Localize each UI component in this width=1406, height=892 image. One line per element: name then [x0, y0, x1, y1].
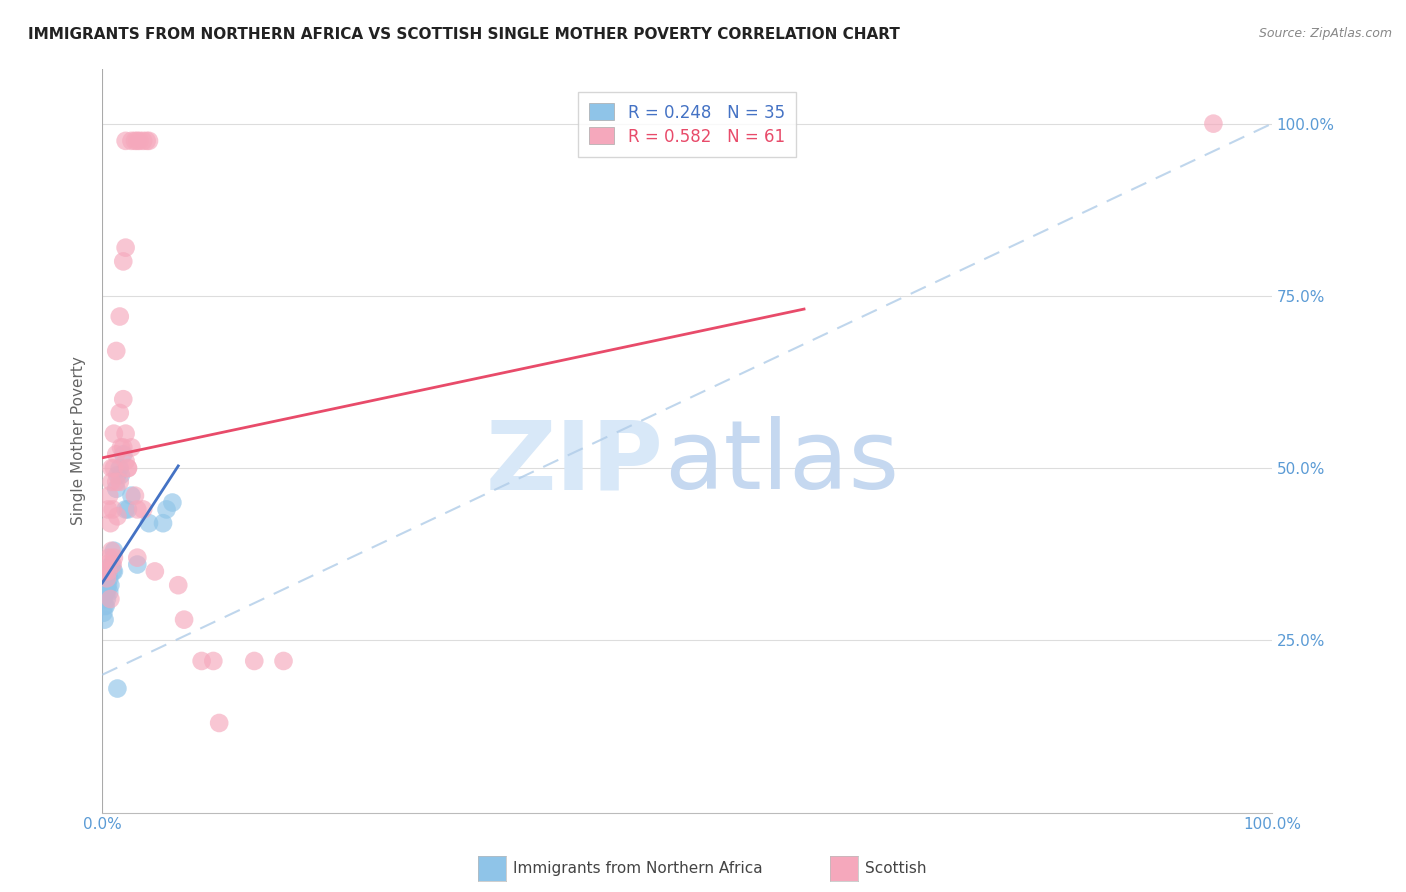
- Point: [98, 489, 121, 503]
- Point: [100, 578, 122, 592]
- Point: [97, 565, 120, 579]
- Point: [100, 516, 122, 531]
- Point: [97, 578, 120, 592]
- Text: Scottish: Scottish: [865, 862, 927, 876]
- Point: [96, 578, 118, 592]
- Point: [93, 599, 115, 613]
- Point: [93, 585, 115, 599]
- Point: [124, 489, 146, 503]
- Point: [93, 591, 115, 606]
- Point: [98, 571, 121, 585]
- Point: [190, 654, 212, 668]
- Text: Immigrants from Northern Africa: Immigrants from Northern Africa: [513, 862, 763, 876]
- Point: [132, 502, 155, 516]
- Point: [124, 134, 146, 148]
- Point: [103, 550, 125, 565]
- Point: [120, 489, 142, 503]
- Point: [94, 558, 117, 572]
- Point: [143, 565, 166, 579]
- Text: ZIP: ZIP: [486, 417, 664, 509]
- Point: [101, 565, 124, 579]
- Point: [135, 134, 157, 148]
- Point: [107, 681, 129, 696]
- Point: [110, 467, 132, 482]
- Point: [103, 565, 125, 579]
- Legend: R = 0.248   N = 35, R = 0.582   N = 61: R = 0.248 N = 35, R = 0.582 N = 61: [578, 92, 796, 157]
- Point: [120, 134, 142, 148]
- Point: [98, 550, 121, 565]
- Text: IMMIGRANTS FROM NORTHERN AFRICA VS SCOTTISH SINGLE MOTHER POVERTY CORRELATION CH: IMMIGRANTS FROM NORTHERN AFRICA VS SCOTT…: [28, 27, 900, 42]
- Point: [112, 392, 135, 407]
- Point: [105, 447, 128, 461]
- Point: [117, 461, 139, 475]
- Point: [100, 558, 122, 572]
- Point: [112, 254, 135, 268]
- Point: [101, 558, 124, 572]
- Point: [110, 441, 132, 455]
- Point: [108, 406, 131, 420]
- Point: [243, 654, 266, 668]
- Point: [117, 502, 139, 516]
- Point: [107, 467, 129, 482]
- Point: [138, 516, 160, 531]
- Point: [120, 441, 142, 455]
- Point: [112, 447, 135, 461]
- Point: [114, 454, 136, 468]
- Point: [94, 599, 117, 613]
- Point: [100, 543, 122, 558]
- Point: [167, 578, 190, 592]
- Point: [108, 310, 131, 324]
- Point: [112, 441, 135, 455]
- Point: [155, 502, 177, 516]
- Point: [128, 134, 150, 148]
- Point: [202, 654, 225, 668]
- Point: [93, 613, 115, 627]
- Point: [94, 585, 117, 599]
- Point: [114, 241, 136, 255]
- Point: [93, 606, 115, 620]
- Point: [114, 426, 136, 441]
- Point: [98, 585, 121, 599]
- Point: [1202, 117, 1225, 131]
- Point: [103, 543, 125, 558]
- Point: [114, 502, 136, 516]
- Point: [117, 461, 139, 475]
- Point: [93, 565, 115, 579]
- Point: [101, 502, 124, 516]
- Point: [100, 475, 122, 489]
- Point: [96, 571, 118, 585]
- Point: [96, 591, 118, 606]
- Point: [273, 654, 295, 668]
- Point: [108, 461, 131, 475]
- Point: [103, 461, 125, 475]
- Point: [105, 482, 128, 496]
- Point: [208, 716, 231, 731]
- Point: [103, 426, 125, 441]
- Point: [162, 495, 184, 509]
- Point: [100, 591, 122, 606]
- Point: [100, 461, 122, 475]
- Point: [97, 565, 120, 579]
- Point: [94, 578, 117, 592]
- Point: [132, 134, 155, 148]
- Point: [108, 475, 131, 489]
- Point: [152, 516, 174, 531]
- Point: [105, 343, 128, 358]
- Point: [97, 502, 120, 516]
- Point: [127, 134, 149, 148]
- Point: [114, 134, 136, 148]
- Point: [127, 550, 149, 565]
- Text: Source: ZipAtlas.com: Source: ZipAtlas.com: [1258, 27, 1392, 40]
- Y-axis label: Single Mother Poverty: Single Mother Poverty: [72, 356, 86, 525]
- Point: [96, 585, 118, 599]
- Point: [107, 509, 129, 524]
- Point: [173, 613, 195, 627]
- Point: [138, 134, 160, 148]
- Point: [127, 558, 149, 572]
- Text: atlas: atlas: [664, 417, 898, 509]
- Point: [127, 502, 149, 516]
- Point: [105, 475, 128, 489]
